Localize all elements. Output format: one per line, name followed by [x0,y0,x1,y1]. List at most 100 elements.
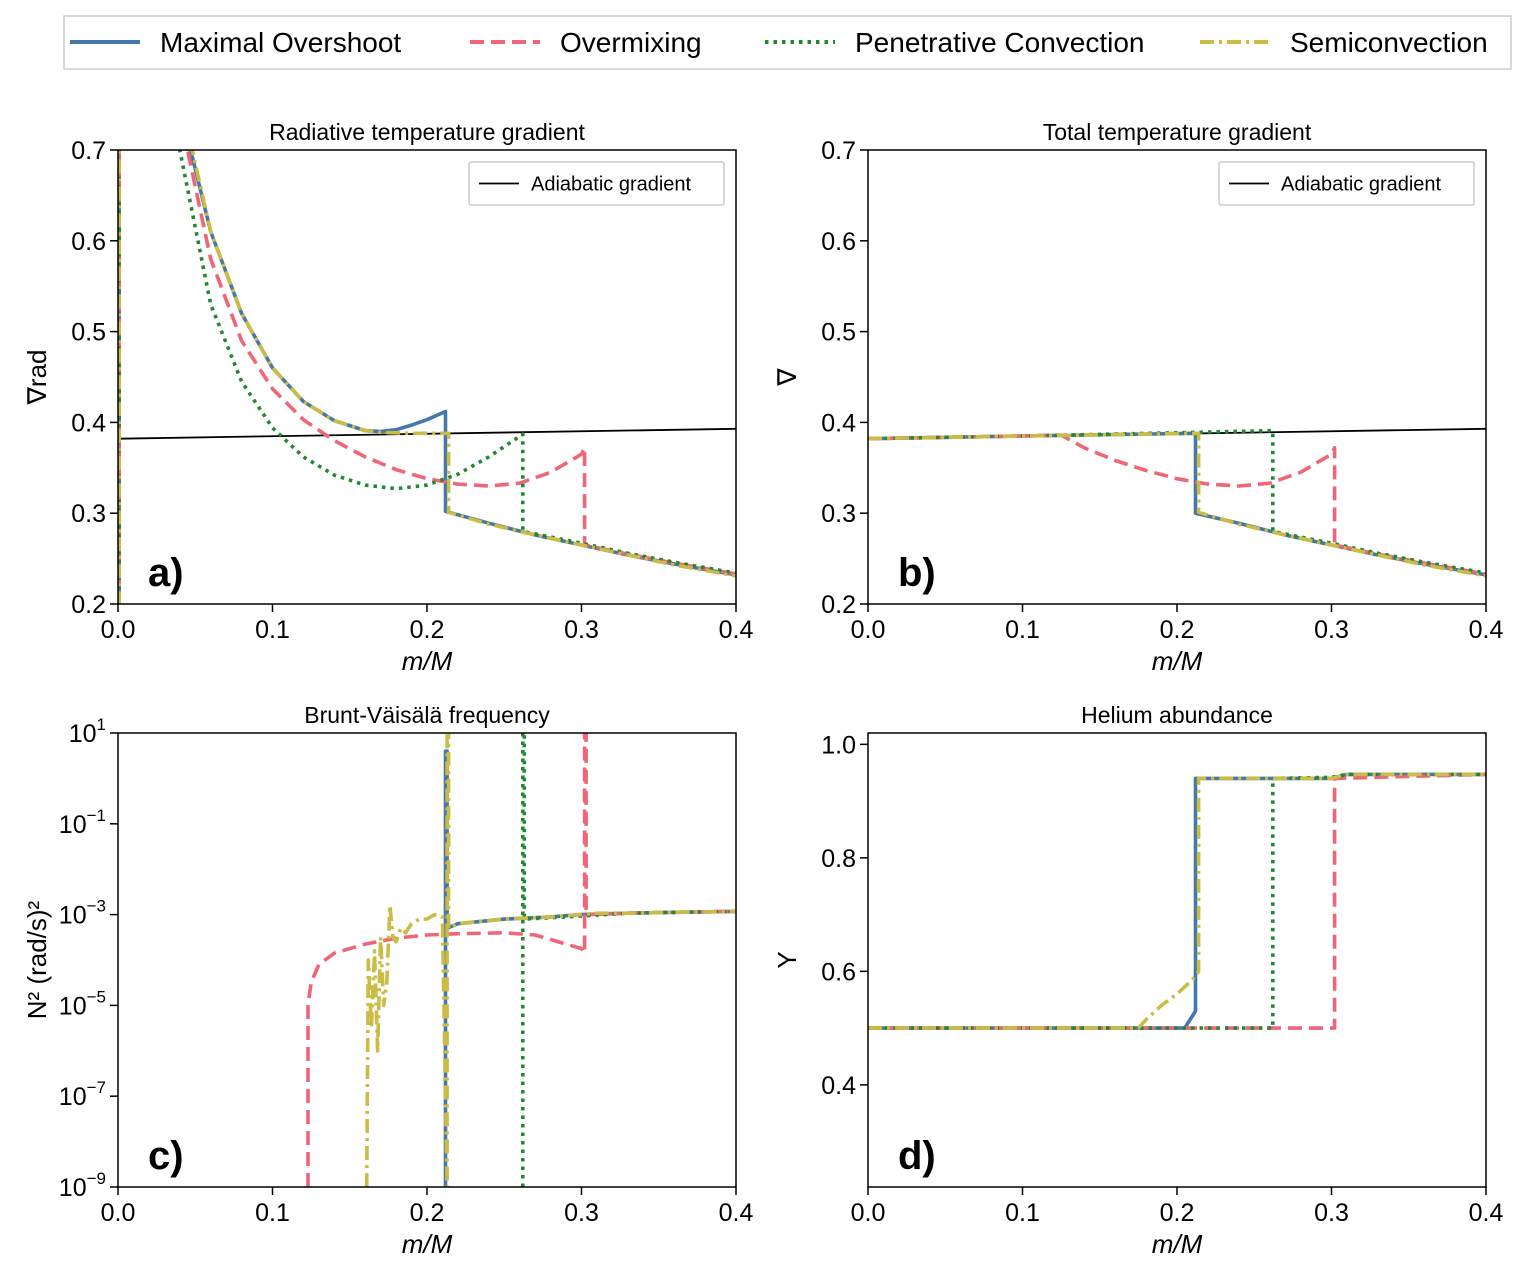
x-tick-label: 0.1 [1005,616,1040,644]
legend-label: Adiabatic gradient [531,174,692,196]
y-tick-label: 0.6 [71,228,106,256]
x-tick-label: 0.3 [564,616,599,644]
legend-entry: Overmixing [470,27,702,58]
x-tick-label: 0.4 [1469,616,1504,644]
x-tick-label: 0.2 [410,616,445,644]
y-axis-label: ∇ [772,368,802,387]
series-line-semiconvection [868,772,1486,1030]
y-tick-label: 0.3 [71,500,106,528]
panel-title: Radiative temperature gradient [269,119,585,145]
y-tick-label: 0.2 [821,591,856,619]
y-axis-label: ∇rad [22,350,52,406]
x-tick-label: 0.1 [255,1199,290,1227]
y-tick-label: 10−7 [59,1078,106,1111]
legend-label: Semiconvection [1290,27,1488,58]
y-tick-label: 0.5 [821,319,856,347]
legend-entry: Maximal Overshoot [70,27,401,58]
legend-label: Adiabatic gradient [1281,174,1442,196]
series-line-semiconvection [118,150,736,604]
series-line-penetrative-convection [868,428,1486,575]
y-tick-label: 0.7 [821,137,856,165]
legend-label: Penetrative Convection [855,27,1145,58]
x-tick-label: 0.2 [1160,1199,1195,1227]
series-line-overmixing [868,772,1486,1030]
x-axis-label: m/M [1152,646,1203,676]
panel-letter: a) [148,551,184,595]
x-tick-label: 0.3 [564,1199,599,1227]
x-axis-label: m/M [1152,1229,1203,1259]
x-axis-label: m/M [402,1229,453,1259]
y-tick-label: 0.6 [821,228,856,256]
panel-d: Helium abundance 0.0 0.1 0.2 0.3 0.4 m/M 0.4 0.6… [772,702,1503,1259]
series-line-semiconvection [868,431,1486,578]
y-axis-label: N² (rad/s)² [22,900,52,1019]
x-tick-label: 0.3 [1314,616,1349,644]
legend-label: Overmixing [560,27,702,58]
y-tick-label: 10−9 [59,1169,106,1202]
x-tick-label: 0.4 [1469,1199,1504,1227]
x-axis-label: m/M [402,646,453,676]
y-tick-label: 0.6 [821,958,856,986]
x-tick-label: 0.4 [719,1199,754,1227]
y-tick-label: 0.8 [821,845,856,873]
y-tick-label: 1.0 [821,731,856,759]
panel-a: Radiative temperature gradient 0.0 0.1 0.2 0… [22,119,753,676]
y-tick-label: 10−3 [59,897,106,930]
series-line-maximal-overshoot [443,749,736,1187]
y-tick-label: 10−5 [59,987,106,1020]
x-tick-label: 0.0 [851,1199,886,1227]
x-tick-label: 0.0 [101,1199,136,1227]
axes-frame [117,732,737,1188]
x-tick-label: 0.3 [1314,1199,1349,1227]
x-tick-label: 0.0 [101,616,136,644]
y-tick-label: 0.5 [71,319,106,347]
legend-entry: Semiconvection [1200,27,1488,58]
x-tick-label: 0.4 [719,616,754,644]
axes-frame [867,149,1487,605]
panel-title: Helium abundance [1081,702,1273,728]
panel-letter: d) [898,1134,936,1178]
plot-area [868,772,1486,1030]
y-tick-label: 0.3 [821,500,856,528]
axes-frame [867,732,1487,1188]
y-tick-label: 0.4 [821,1072,856,1100]
y-tick-label: 0.7 [71,137,106,165]
y-axis-label: Y [772,951,802,968]
y-tick-label: 10−1 [59,806,106,839]
series-line-overmixing [868,433,1486,576]
series-line-maximal-overshoot [868,431,1486,577]
x-tick-label: 0.1 [1005,1199,1040,1227]
y-tick-label: 0.4 [821,409,856,437]
x-tick-label: 0.2 [410,1199,445,1227]
series-line-semiconvection [364,733,736,1187]
panel-letter: b) [898,551,936,595]
figure-legend: Maximal Overshoot Overmixing Penetrative C… [63,15,1512,70]
series-line-penetrative-convection [521,733,736,1187]
y-tick-label: 0.4 [71,409,106,437]
legend-box [63,15,1512,70]
panel-b: Total temperature gradient 0.0 0.1 0.2 0.3 0.… [772,119,1503,676]
series-line-maximal-overshoot [868,772,1486,1030]
x-tick-label: 0.1 [255,616,290,644]
series-line-penetrative-convection [868,772,1486,1030]
plot-area [118,150,736,604]
adiabatic-legend: Adiabatic gradient [1218,161,1475,206]
panel-c: Brunt-Väisälä frequency 0.0 0.1 0.2 0.3 0.4 m/… [22,702,753,1259]
y-tick-label: 101 [69,715,106,748]
panel-letter: c) [148,1134,184,1178]
axes-frame [117,149,737,605]
panel-title: Brunt-Väisälä frequency [304,702,550,728]
series-line-penetrative-convection [118,150,736,604]
legend-entry: Penetrative Convection [765,27,1145,58]
x-tick-label: 0.2 [1160,616,1195,644]
adiabatic-legend: Adiabatic gradient [468,161,725,206]
legend-label: Maximal Overshoot [160,27,401,58]
plot-area [868,427,1486,578]
series-line-overmixing [306,733,736,1187]
plot-area [306,733,736,1187]
y-tick-label: 0.2 [71,591,106,619]
panel-title: Total temperature gradient [1043,119,1312,145]
series-line-overmixing [118,150,736,604]
